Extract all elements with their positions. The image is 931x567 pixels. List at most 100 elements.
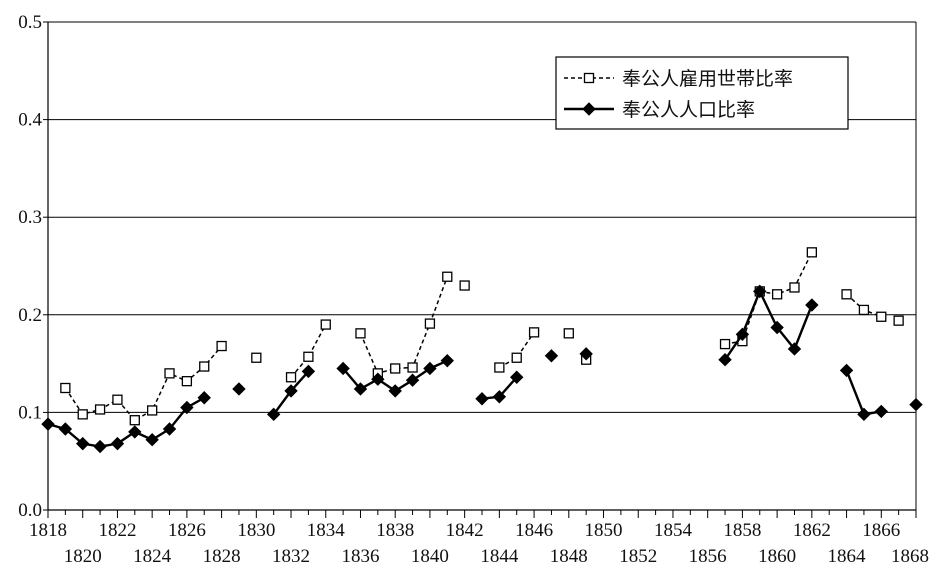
data-point-square [94, 404, 106, 415]
x-tick-label: 1862 [793, 520, 831, 541]
x-tick-label: 1840 [411, 546, 449, 567]
data-point-diamond [492, 390, 507, 404]
series-line-segment [64, 345, 223, 422]
y-tick-label: 0.5 [18, 12, 42, 33]
data-point-square [216, 340, 227, 352]
data-point-diamond [405, 373, 420, 387]
data-point-diamond [388, 384, 402, 398]
data-point-square [442, 271, 453, 282]
y-tick-label: 0.1 [18, 402, 42, 423]
data-point-diamond [909, 397, 923, 412]
x-tick-label: 1838 [376, 520, 414, 541]
data-point-diamond [787, 342, 802, 356]
data-point-diamond [544, 349, 559, 363]
data-point-diamond [582, 102, 596, 116]
axes: 0.0 0.1 0.2 0.3 0.4 0.5 1818 1822 1826 1830 1834 18… [18, 12, 929, 567]
data-point-square [112, 394, 123, 405]
data-point-diamond [423, 361, 437, 376]
data-point-square [407, 362, 418, 373]
data-point-diamond [371, 372, 385, 386]
data-point-square [528, 327, 540, 338]
data-point-square [424, 318, 436, 329]
data-point-square [251, 352, 262, 363]
data-point-diamond [440, 353, 454, 368]
data-point-diamond [718, 352, 732, 367]
x-tick-label: 1842 [446, 520, 484, 541]
data-point-diamond [110, 436, 125, 451]
series-layer [41, 247, 923, 454]
series-1 [41, 284, 923, 454]
data-point-diamond [510, 370, 524, 384]
data-point-diamond [58, 422, 73, 436]
x-tick-label: 1852 [619, 546, 657, 567]
data-point-square [583, 72, 595, 84]
series-line-segment [359, 276, 448, 375]
data-point-diamond [128, 425, 142, 439]
x-tick-label: 1848 [550, 546, 588, 567]
x-tick-label: 1824 [133, 546, 172, 567]
legend-label: 奉公人雇用世帯比率 [622, 68, 793, 90]
x-tick-label: 1818 [29, 520, 67, 541]
data-point-diamond [180, 400, 194, 415]
data-point-square [181, 376, 193, 387]
data-point-square [806, 247, 817, 258]
data-point-square [303, 351, 314, 362]
x-tick-label: 1844 [480, 546, 519, 567]
data-point-square [563, 328, 574, 339]
data-point-diamond [197, 391, 211, 405]
data-point-square [355, 328, 366, 339]
data-point-square [459, 280, 470, 291]
data-point-square [876, 311, 887, 322]
data-point-diamond [93, 439, 107, 454]
data-point-square [841, 289, 852, 300]
x-tick-label: 1826 [168, 520, 206, 541]
x-tick-label: 1828 [203, 546, 241, 567]
data-point-diamond [232, 382, 246, 396]
data-point-diamond [770, 320, 784, 335]
legend-box [555, 56, 849, 130]
data-point-diamond [301, 364, 316, 379]
y-tick-label: 0.3 [18, 207, 42, 228]
x-tick-label: 1856 [689, 546, 727, 567]
data-point-diamond [874, 404, 888, 419]
data-point-square [129, 415, 140, 426]
data-point-square [60, 382, 71, 394]
data-point-diamond [162, 422, 177, 436]
data-point-diamond [41, 417, 55, 431]
data-point-diamond [857, 407, 871, 422]
x-tick-label: 1836 [341, 546, 379, 567]
data-point-square [494, 362, 505, 373]
x-tick-label: 1868 [891, 546, 929, 567]
x-tick-label: 1850 [585, 520, 623, 541]
x-tick-label: 1830 [237, 520, 275, 541]
data-point-square [893, 315, 904, 326]
x-tick-label: 1846 [515, 520, 553, 541]
x-tick-label: 1822 [98, 520, 136, 541]
data-point-diamond [353, 382, 368, 396]
data-point-diamond [753, 284, 767, 299]
data-point-diamond [76, 436, 90, 451]
data-point-square [77, 409, 88, 420]
series-line-segment [47, 396, 205, 448]
series-line-segment [724, 252, 813, 345]
data-point-square [789, 282, 800, 293]
data-point-square [199, 361, 210, 372]
x-tick-label: 1834 [307, 520, 346, 541]
data-point-square [858, 304, 870, 316]
data-point-square [320, 319, 331, 330]
data-point-diamond [735, 327, 750, 342]
x-tick-label: 1832 [272, 546, 310, 567]
x-tick-label: 1866 [862, 520, 900, 541]
y-tick-label: 0.4 [18, 110, 42, 131]
data-point-diamond [266, 407, 281, 422]
data-point-square [771, 289, 783, 300]
series-line-segment [290, 324, 327, 378]
data-point-square [511, 352, 522, 363]
data-point-diamond [579, 347, 593, 361]
data-point-diamond [805, 298, 819, 312]
legend-label: 奉公人人口比率 [622, 99, 755, 121]
data-point-square [285, 372, 297, 383]
data-point-square [147, 405, 158, 416]
